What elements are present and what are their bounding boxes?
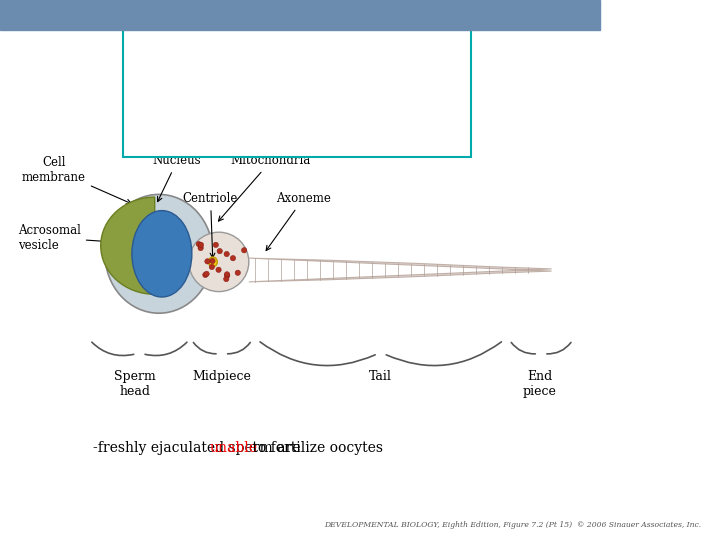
Text: Spermatozoa Undergo a Terminal: Spermatozoa Undergo a Terminal	[138, 54, 447, 72]
Text: Called: Called	[138, 122, 202, 139]
Text: -freshly ejaculated sperm are: -freshly ejaculated sperm are	[93, 441, 305, 455]
Ellipse shape	[132, 211, 192, 297]
Wedge shape	[101, 197, 155, 294]
Bar	[0, 0, 600, 30]
Ellipse shape	[224, 276, 229, 282]
Ellipse shape	[235, 270, 240, 275]
Ellipse shape	[208, 257, 217, 267]
Ellipse shape	[196, 241, 202, 247]
Ellipse shape	[202, 272, 208, 278]
Ellipse shape	[241, 247, 247, 253]
Ellipse shape	[204, 271, 210, 276]
Ellipse shape	[210, 258, 215, 264]
Text: Tail: Tail	[369, 370, 392, 383]
Ellipse shape	[204, 259, 210, 264]
Text: Cell
membrane: Cell membrane	[22, 156, 131, 204]
Ellipse shape	[198, 245, 203, 251]
Polygon shape	[249, 258, 552, 282]
Text: Acrosomal
vesicle: Acrosomal vesicle	[18, 224, 125, 252]
Text: Capacitation: Capacitation	[184, 122, 300, 139]
Text: DEVELOPMENTAL BIOLOGY, Eighth Edition, Figure 7.2 (Pt 15)  © 2006 Sinauer Associ: DEVELOPMENTAL BIOLOGY, Eighth Edition, F…	[324, 521, 701, 529]
Text: unable: unable	[210, 441, 258, 455]
Text: End
piece: End piece	[523, 370, 557, 398]
Text: Midpiece: Midpiece	[192, 370, 251, 383]
Ellipse shape	[225, 273, 230, 278]
Text: Sperm
head: Sperm head	[114, 370, 156, 398]
Ellipse shape	[189, 232, 249, 292]
Text: Centriole: Centriole	[183, 192, 238, 258]
Ellipse shape	[225, 272, 230, 277]
Ellipse shape	[224, 251, 230, 256]
Ellipse shape	[105, 194, 213, 313]
Ellipse shape	[210, 264, 215, 269]
Ellipse shape	[198, 242, 204, 248]
Text: Step of Functional Maturation: Step of Functional Maturation	[138, 86, 415, 104]
Ellipse shape	[230, 255, 235, 261]
Ellipse shape	[217, 248, 222, 254]
Text: to fertilize oocytes: to fertilize oocytes	[248, 441, 382, 455]
Text: Axoneme: Axoneme	[266, 192, 330, 251]
FancyBboxPatch shape	[123, 27, 471, 157]
Text: Nucleus: Nucleus	[153, 154, 202, 201]
Ellipse shape	[213, 242, 218, 247]
Ellipse shape	[216, 267, 221, 273]
Text: Mitochondria: Mitochondria	[218, 154, 311, 221]
